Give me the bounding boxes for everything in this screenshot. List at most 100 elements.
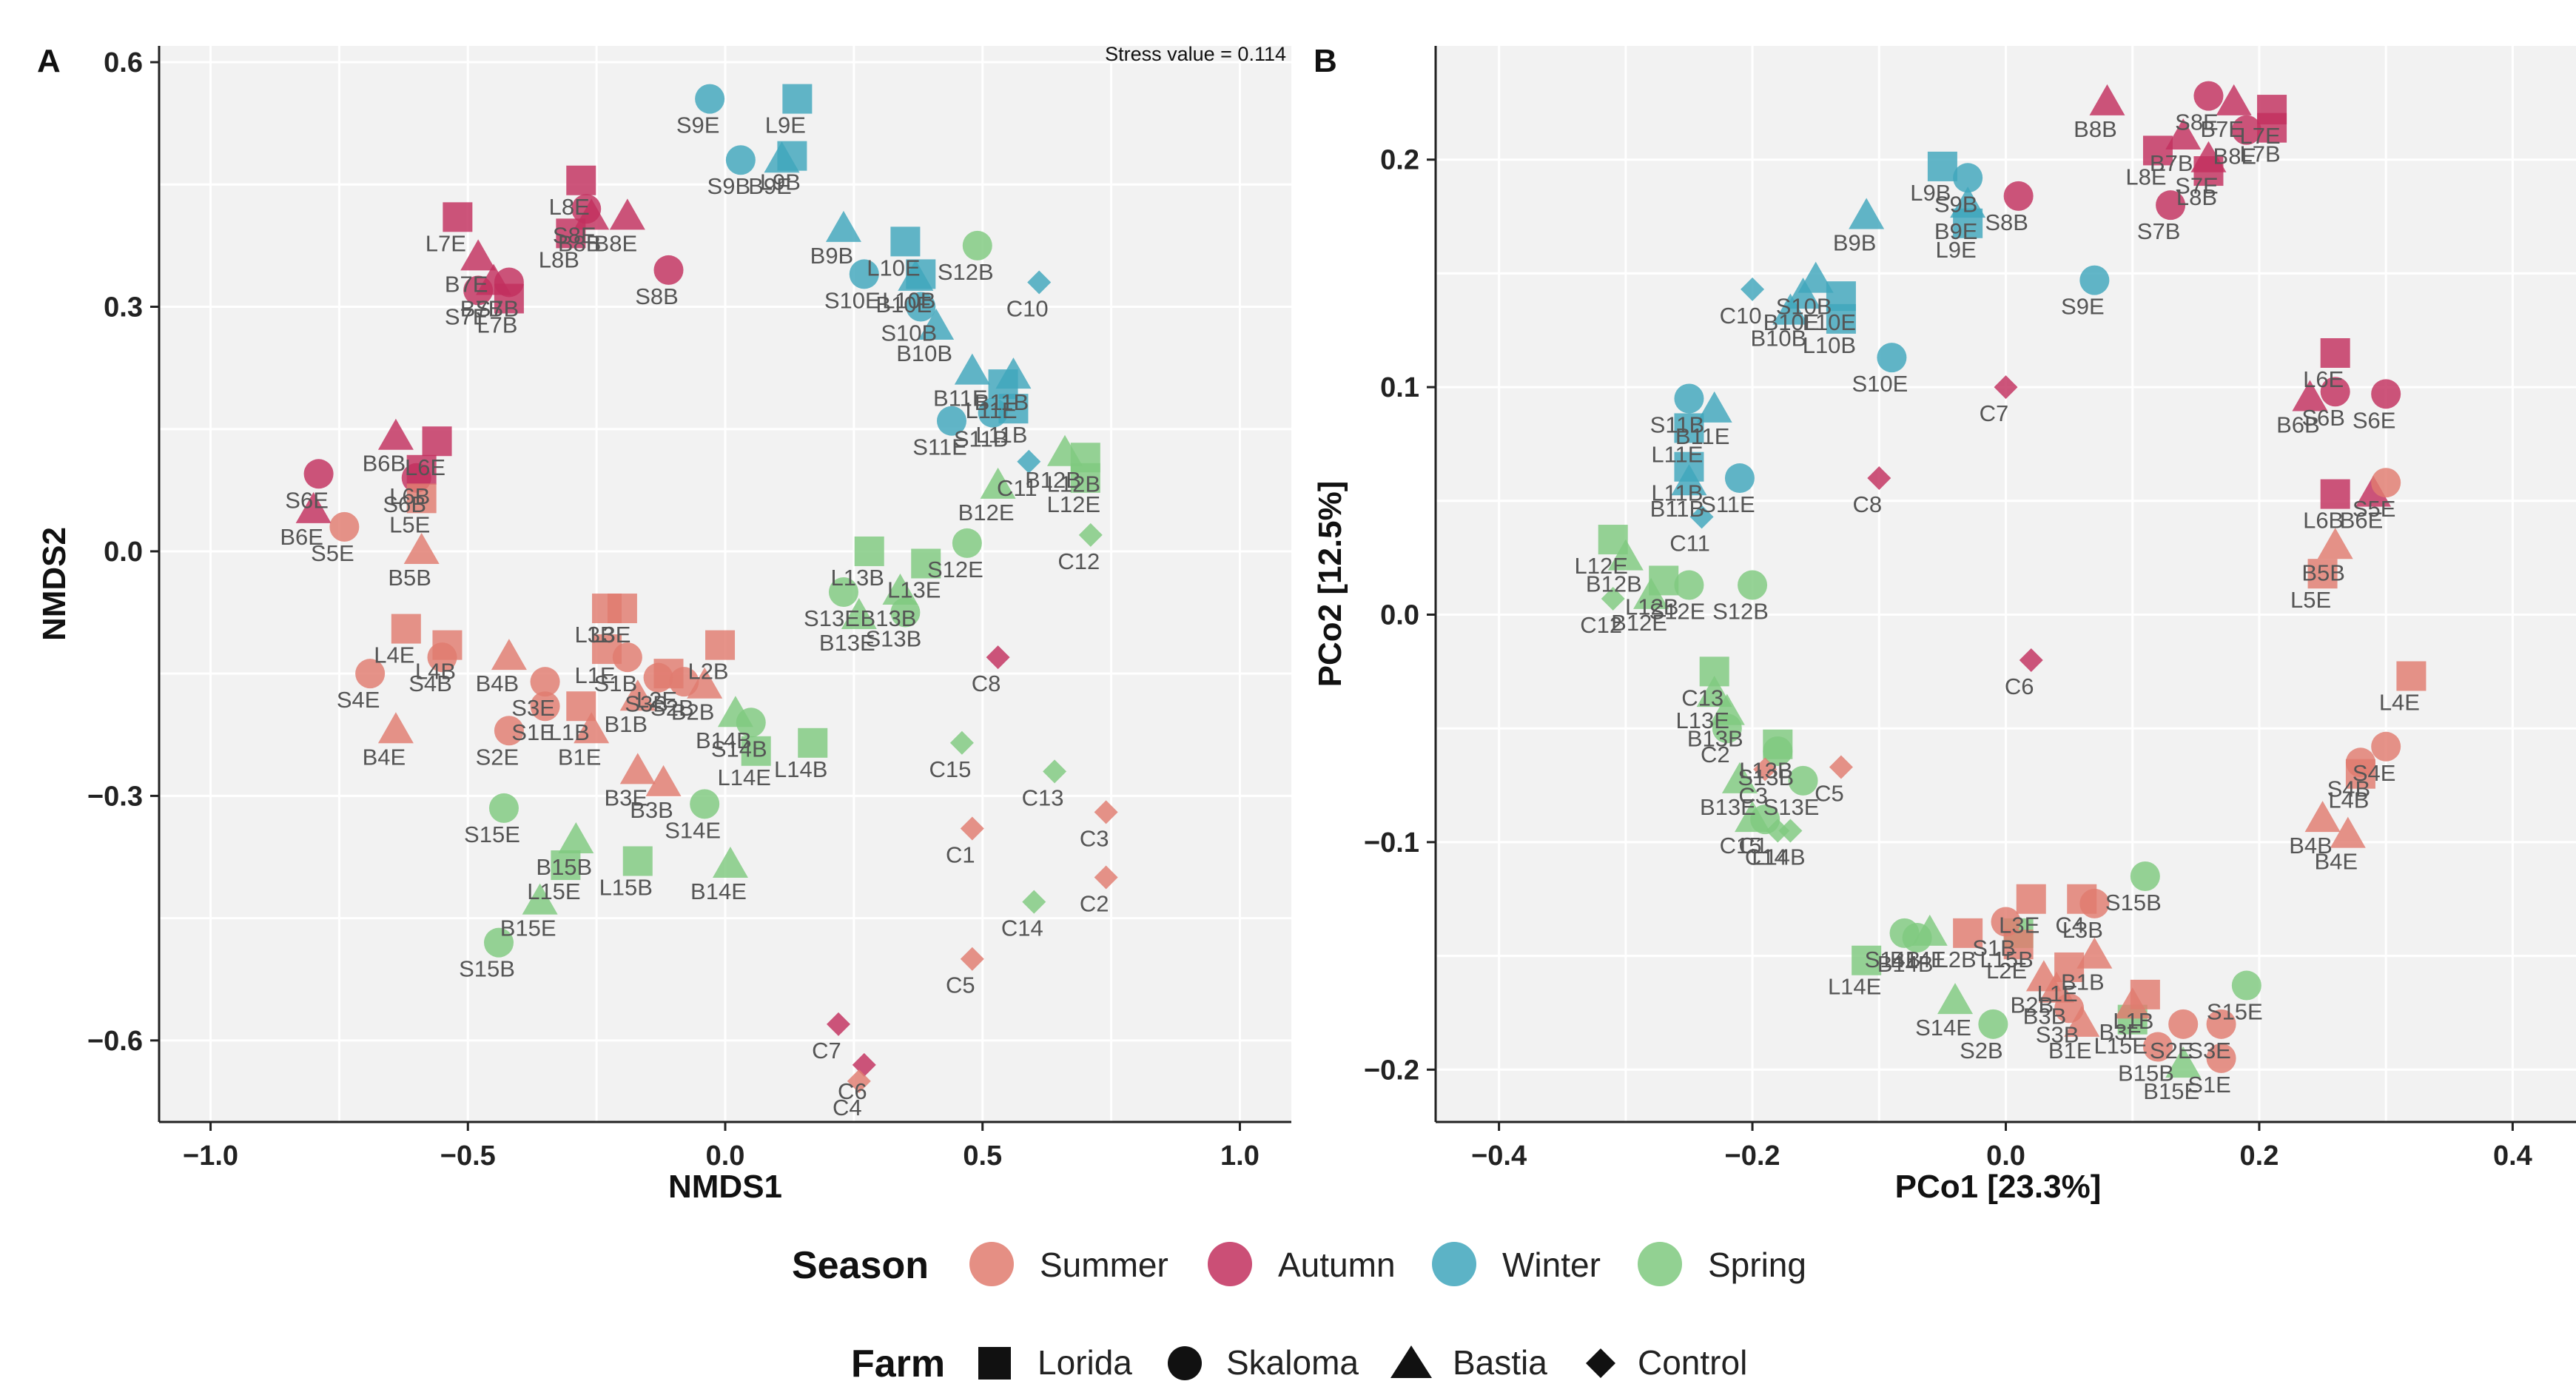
point-label-a-c3: C3 — [1080, 825, 1109, 851]
point-b-s12b — [1738, 570, 1768, 600]
point-b-b5b — [2317, 528, 2353, 560]
point-b-s10e — [1877, 343, 1907, 373]
legend-winter-label: Winter — [1502, 1246, 1601, 1284]
point-label-a-l15e: L15E — [527, 878, 580, 904]
point-b-s8b — [2003, 181, 2034, 211]
point-label-b-b5b: B5B — [2301, 560, 2345, 585]
point-label-a-s8e: S8E — [553, 222, 596, 248]
point-label-b-s7b: S7B — [2137, 218, 2181, 244]
point-label-a-l7b: L7B — [477, 312, 517, 337]
point-label-b-s3b: S3B — [2036, 1021, 2079, 1047]
point-label-a-b6b: B6B — [363, 451, 406, 477]
point-a-b2b — [687, 667, 723, 699]
point-label-a-l3e: L3E — [590, 622, 630, 648]
point-a-c14 — [1022, 890, 1046, 914]
point-b-s12e — [1674, 570, 1704, 600]
point-b-l9e — [1953, 208, 1983, 238]
point-label-a-s13b: S13B — [865, 626, 921, 652]
point-label-b-l8b: L8B — [2176, 184, 2217, 210]
point-a-b5b — [403, 532, 440, 564]
point-a-s9e — [695, 84, 725, 114]
point-label-a-s12b: S12B — [938, 259, 994, 285]
point-label-a-s11b: S11B — [954, 426, 1009, 452]
point-label-a-l4b: L4B — [415, 659, 456, 685]
point-label-b-c10: C10 — [1720, 303, 1762, 329]
point-label-b-c13: C13 — [1681, 685, 1724, 710]
point-b-b14e — [1911, 914, 1948, 946]
point-label-a-b11e: B11E — [933, 386, 988, 411]
point-label-b-c3: C3 — [1738, 783, 1768, 809]
point-a-s2e — [494, 716, 524, 746]
point-a-l15b — [622, 846, 653, 876]
point-label-a-l2e: L2E — [636, 687, 677, 713]
point-b-l2e — [2003, 930, 2034, 960]
point-b-s6e — [2371, 379, 2401, 409]
point-label-b-b12b: B12B — [1586, 571, 1642, 597]
point-label-a-c13: C13 — [1022, 784, 1064, 810]
point-a-b8e — [609, 198, 645, 230]
point-label-b-l6e: L6E — [2303, 366, 2344, 392]
point-label-b-b7b: B7B — [2150, 150, 2193, 176]
panel-b-y-tick-label: 0.2 — [1380, 145, 1419, 176]
point-b-l14e — [1852, 945, 1882, 975]
legend-lorida-label: Lorida — [1038, 1343, 1132, 1381]
panel-b-y-tick-label: −0.1 — [1364, 827, 1419, 858]
point-b-s3e — [2206, 1009, 2236, 1039]
panel-b-y-tick-label: −0.2 — [1364, 1055, 1419, 1086]
point-b-l4e — [2396, 661, 2427, 691]
panel-b-x-title: PCo1 [23.3%] — [1895, 1169, 2102, 1205]
point-a-b12b — [1047, 434, 1083, 466]
point-label-b-l9b: L9B — [1910, 180, 1951, 206]
panel-b-x-tick-label: −0.4 — [1471, 1140, 1527, 1172]
panel-b-y-tick-label: 0.1 — [1380, 372, 1419, 403]
point-label-a-b13b: B13B — [861, 605, 917, 631]
point-label-b-s1b: S1B — [1972, 935, 2016, 961]
point-a-c7 — [827, 1012, 850, 1036]
point-label-a-s2b: S2B — [650, 695, 694, 721]
point-label-b-s12e: S12E — [1649, 599, 1706, 625]
point-b-s1e — [2206, 1043, 2236, 1073]
stress-annotation: Stress value = 0.114 — [1105, 43, 1286, 65]
point-label-b-s2b: S2B — [1960, 1038, 2003, 1064]
point-a-c4 — [847, 1069, 871, 1093]
panel-b-x-tick-label: 0.4 — [2493, 1140, 2532, 1172]
point-a-s13e — [828, 577, 858, 608]
point-a-s8b — [653, 255, 684, 285]
point-label-b-s9e: S9E — [2061, 294, 2105, 320]
point-label-b-s9b: S9B — [1934, 191, 1978, 217]
point-label-b-l6b: L6B — [2303, 508, 2344, 534]
legend-farm: Farm Lorida Skaloma Bastia Control — [851, 1343, 1747, 1381]
point-label-b-c1: C1 — [1738, 833, 1768, 858]
point-b-c8 — [1867, 466, 1891, 491]
point-b-s9b — [1953, 163, 1983, 193]
point-label-a-l14b: L14B — [774, 756, 827, 782]
point-label-b-s15e: S15E — [2207, 999, 2263, 1025]
point-label-b-s5e: S5E — [2353, 496, 2396, 522]
point-label-a-b4e: B4E — [363, 744, 406, 770]
point-label-a-s15b: S15B — [459, 956, 515, 982]
panel-a-x-tick-label: 0.0 — [706, 1140, 745, 1172]
point-label-a-s1e: S1E — [511, 719, 555, 745]
point-b-s15b — [2130, 861, 2160, 892]
point-label-a-c6: C6 — [838, 1078, 867, 1104]
point-a-l15e — [551, 850, 581, 881]
panel-a-y-tick-label: −0.3 — [87, 781, 143, 812]
point-a-s12b — [962, 230, 992, 261]
point-label-b-l2e: L2E — [1986, 958, 2027, 984]
legend-bastia-triangle-icon — [1390, 1345, 1432, 1378]
point-label-b-b15b: B15B — [2118, 1061, 2174, 1086]
point-b-b11b — [1671, 464, 1707, 496]
point-label-a-s3e: S3E — [511, 695, 555, 721]
point-label-b-l15e: L15E — [2094, 1033, 2148, 1059]
point-label-a-s14e: S14E — [665, 817, 721, 843]
point-label-b-s11e: S11E — [1701, 491, 1755, 517]
point-label-b-b9b: B9B — [1833, 230, 1877, 256]
point-a-s1e — [530, 691, 560, 722]
point-label-b-b8e: B8E — [2213, 144, 2257, 169]
point-label-b-s12b: S12B — [1712, 599, 1769, 625]
point-a-s15e — [488, 793, 519, 823]
point-b-s15e — [2231, 970, 2261, 1001]
point-b-l4b — [2345, 759, 2375, 789]
point-label-a-b15e: B15E — [500, 915, 556, 941]
